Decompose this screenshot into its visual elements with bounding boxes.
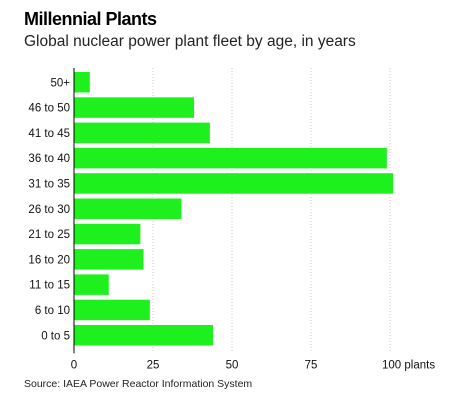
category-label: 41 to 45 — [28, 128, 70, 140]
bar — [74, 325, 214, 346]
category-label: 31 to 35 — [28, 178, 70, 190]
bar — [74, 249, 144, 270]
x-tick-label: 25 — [147, 359, 160, 371]
category-label: 21 to 25 — [28, 229, 70, 241]
bar — [74, 299, 150, 321]
bar — [74, 198, 182, 219]
bar — [74, 173, 394, 194]
category-label: 16 to 20 — [28, 254, 70, 266]
x-tick-label: 100 plants — [382, 359, 435, 371]
bar — [74, 122, 210, 144]
bar — [74, 72, 90, 93]
bar — [74, 274, 109, 295]
category-label: 0 to 5 — [41, 330, 70, 342]
category-label: 36 to 40 — [28, 153, 70, 165]
category-label: 11 to 15 — [29, 280, 70, 292]
bar — [74, 147, 387, 169]
category-label: 26 to 30 — [28, 204, 70, 216]
bar — [74, 97, 195, 118]
source-note: Source: IAEA Power Reactor Information S… — [24, 378, 253, 390]
x-tick-label: 50 — [226, 359, 239, 371]
bar — [74, 223, 141, 245]
x-tick-label: 75 — [305, 359, 318, 371]
x-tick-label: 0 — [71, 359, 77, 371]
chart-subtitle: Global nuclear power plant fleet by age,… — [24, 33, 356, 50]
category-label: 50+ — [50, 77, 70, 89]
chart-title: Millennial Plants — [24, 9, 157, 29]
category-label: 6 to 10 — [35, 305, 70, 317]
category-label: 46 to 50 — [28, 103, 70, 115]
